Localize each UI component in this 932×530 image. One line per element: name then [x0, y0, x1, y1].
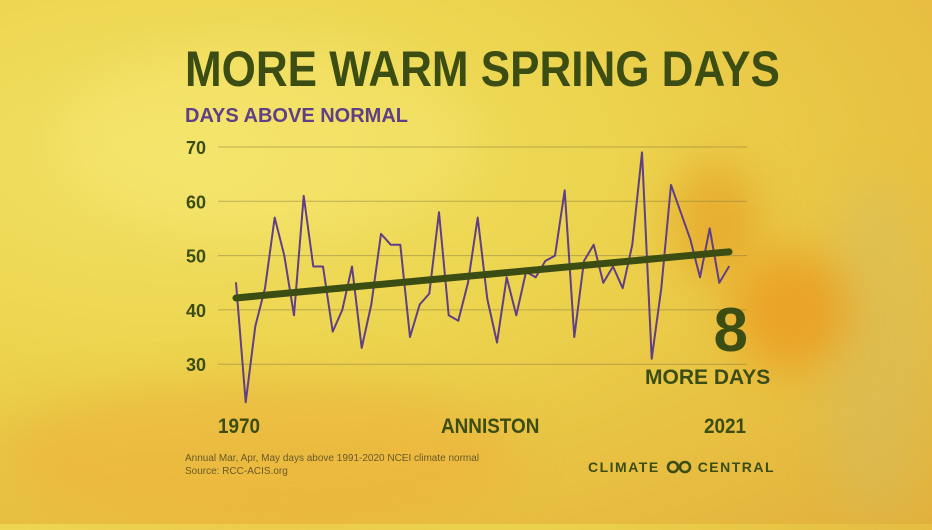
footnote-description: Annual Mar, Apr, May days above 1991-202… — [185, 453, 480, 464]
data-point — [244, 401, 247, 404]
brand-name-right: CENTRAL — [697, 459, 776, 475]
footnote-source: Source: RCC-ACIS.org — [185, 466, 288, 477]
data-point — [699, 276, 701, 279]
data-point — [670, 184, 672, 186]
data-point — [689, 238, 692, 241]
data-point — [641, 151, 643, 154]
more-days-value: 8 — [713, 296, 748, 365]
data-point — [351, 265, 353, 268]
background-flower — [730, 250, 850, 370]
more-days-label: MORE DAYS — [645, 366, 771, 389]
data-point — [718, 282, 721, 284]
data-point — [235, 282, 237, 284]
data-point — [728, 265, 730, 268]
data-point — [515, 314, 518, 317]
y-tick-label: 40 — [186, 301, 206, 321]
data-point — [467, 282, 469, 284]
data-point — [534, 276, 537, 279]
data-point — [486, 298, 489, 300]
background-glow-bottom — [0, 380, 520, 530]
data-point — [273, 216, 276, 219]
data-point — [322, 265, 324, 268]
data-point — [496, 341, 498, 344]
data-point — [573, 336, 576, 338]
data-point — [660, 287, 663, 290]
data-point — [544, 260, 547, 262]
data-point — [592, 243, 595, 246]
data-point — [457, 320, 460, 322]
data-point — [621, 287, 624, 290]
chart-title: MORE WARM SPRING DAYS — [185, 41, 780, 97]
data-point — [438, 211, 440, 213]
series-layer — [235, 151, 730, 404]
data-point — [302, 195, 305, 197]
climate-central-logo-icon — [666, 460, 691, 474]
data-point — [583, 260, 585, 262]
data-point — [708, 227, 711, 230]
data-point — [341, 309, 344, 311]
data-point — [360, 347, 363, 349]
background-flower-stem — [820, 180, 930, 520]
data-point — [602, 282, 605, 284]
data-point — [409, 336, 411, 338]
data-point — [505, 276, 508, 279]
location-label: ANNISTON — [441, 415, 540, 438]
data-point — [447, 314, 450, 317]
data-point — [554, 254, 556, 257]
data-point — [312, 265, 315, 268]
data-point — [254, 325, 257, 328]
data-point — [370, 303, 373, 306]
y-axis-ticks: 30 40 50 60 70 — [186, 138, 206, 375]
chart-subtitle: DAYS ABOVE NORMAL — [185, 105, 408, 127]
data-point — [563, 189, 566, 192]
data-point — [264, 287, 266, 290]
brand: CLIMATE CENTRAL — [588, 459, 775, 475]
data-point — [679, 211, 682, 213]
y-tick-label: 50 — [186, 247, 206, 267]
data-point — [650, 358, 653, 360]
x-label-start: 1970 — [218, 415, 261, 438]
background-glow — [60, 40, 480, 240]
data-point — [380, 233, 382, 235]
y-tick-label: 60 — [186, 192, 206, 212]
data-point — [283, 254, 286, 257]
y-tick-label: 70 — [186, 138, 206, 158]
data-point — [418, 303, 421, 306]
series-line — [235, 151, 730, 404]
data-point — [331, 330, 334, 333]
y-tick-label: 30 — [186, 355, 206, 375]
data-point — [399, 243, 402, 246]
data-point — [631, 243, 634, 246]
x-label-end: 2021 — [704, 415, 747, 438]
data-point — [428, 292, 431, 295]
data-point — [389, 243, 392, 246]
footnote: Annual Mar, Apr, May days above 1991-202… — [185, 452, 479, 478]
brand-name-left: CLIMATE — [588, 459, 660, 475]
trend-line — [232, 248, 733, 302]
data-point — [293, 314, 295, 317]
data-point — [476, 216, 479, 219]
trend-layer — [232, 248, 733, 302]
